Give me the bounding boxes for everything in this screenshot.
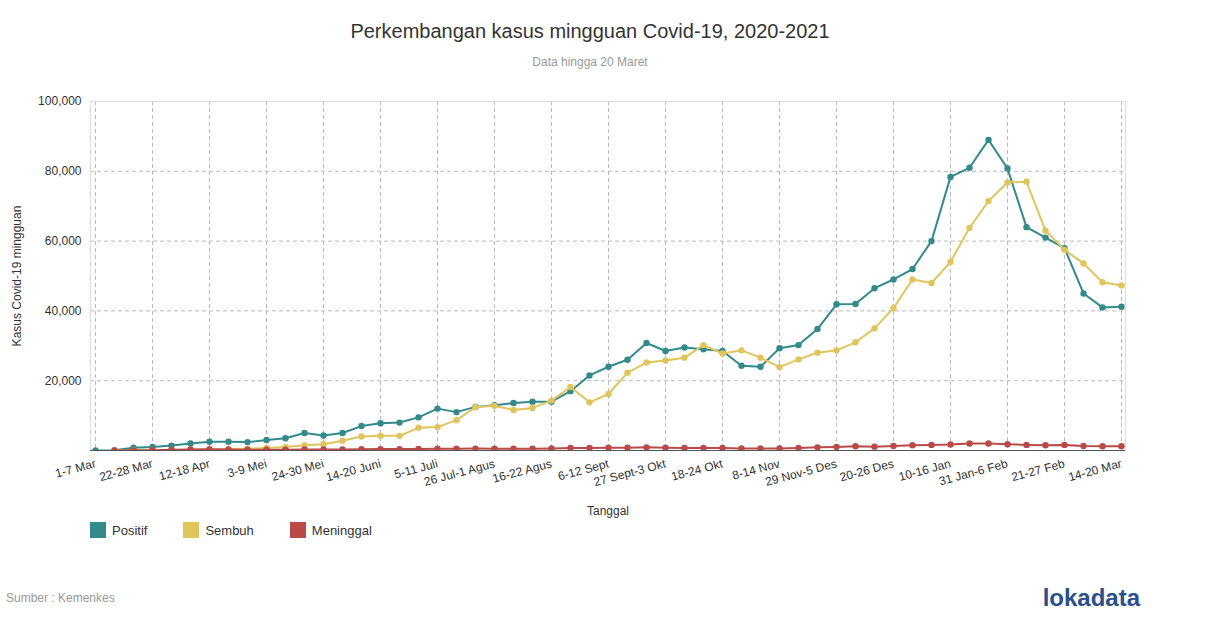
html-text:Sembuh: Sembuh	[205, 522, 254, 538]
svg-text:24-30 Mei: 24-30 Mei	[270, 456, 325, 483]
html-text:Perkembangan kasus mingguan Co: Perkembangan kasus mingguan Covid-19, 20…	[350, 20, 830, 42]
svg-text:100,000: 100,000	[38, 94, 82, 108]
svg-text:Kasus Covid-19 mingguan: Kasus Covid-19 mingguan	[10, 206, 24, 347]
svg-text:16-22 Agus: 16-22 Agus	[491, 456, 553, 485]
svg-text:14-20 Mar: 14-20 Mar	[1067, 456, 1123, 484]
svg-text:40,000: 40,000	[45, 304, 82, 318]
svg-text:27 Sept-3 Okt: 27 Sept-3 Okt	[592, 456, 668, 489]
html-text:Positif: Positif	[112, 522, 148, 538]
svg-text:5-11 Juli: 5-11 Juli	[392, 456, 440, 482]
svg-text:20-26 Des: 20-26 Des	[838, 456, 895, 484]
svg-text:14-20 Juni: 14-20 Juni	[325, 456, 383, 484]
svg-text:20,000: 20,000	[45, 374, 82, 388]
svg-text:60,000: 60,000	[45, 234, 82, 248]
html-text:lokadata: lokadata	[1042, 584, 1140, 611]
html-text:Meninggal: Meninggal	[311, 522, 372, 538]
svg-text:29 Nov-5 Des: 29 Nov-5 Des	[764, 456, 838, 489]
svg-text:8-14 Nov: 8-14 Nov	[730, 456, 782, 483]
svg-text:21-27 Feb: 21-27 Feb	[1010, 456, 1067, 484]
svg-text:Tanggal: Tanggal	[587, 504, 629, 518]
svg-text:22-28 Mar: 22-28 Mar	[98, 456, 154, 484]
svg-text:80,000: 80,000	[45, 164, 82, 178]
html-text:Data hingga 20 Maret: Data hingga 20 Maret	[532, 55, 648, 69]
svg-text:6-12 Sept: 6-12 Sept	[556, 456, 611, 484]
svg-text:26 Jul-1 Agus: 26 Jul-1 Agus	[422, 456, 496, 488]
html-text:Sumber : Kemenkes: Sumber : Kemenkes	[6, 591, 115, 605]
svg-text:18-24 Okt: 18-24 Okt	[670, 456, 725, 483]
svg-text:31 Jan-6 Feb: 31 Jan-6 Feb	[937, 456, 1009, 488]
svg-text:10-16 Jan: 10-16 Jan	[897, 456, 953, 484]
svg-text:1-7 Mar: 1-7 Mar	[54, 456, 98, 480]
svg-text:3-9 Mei: 3-9 Mei	[226, 456, 268, 480]
svg-text:12-18 Apr: 12-18 Apr	[157, 456, 211, 483]
